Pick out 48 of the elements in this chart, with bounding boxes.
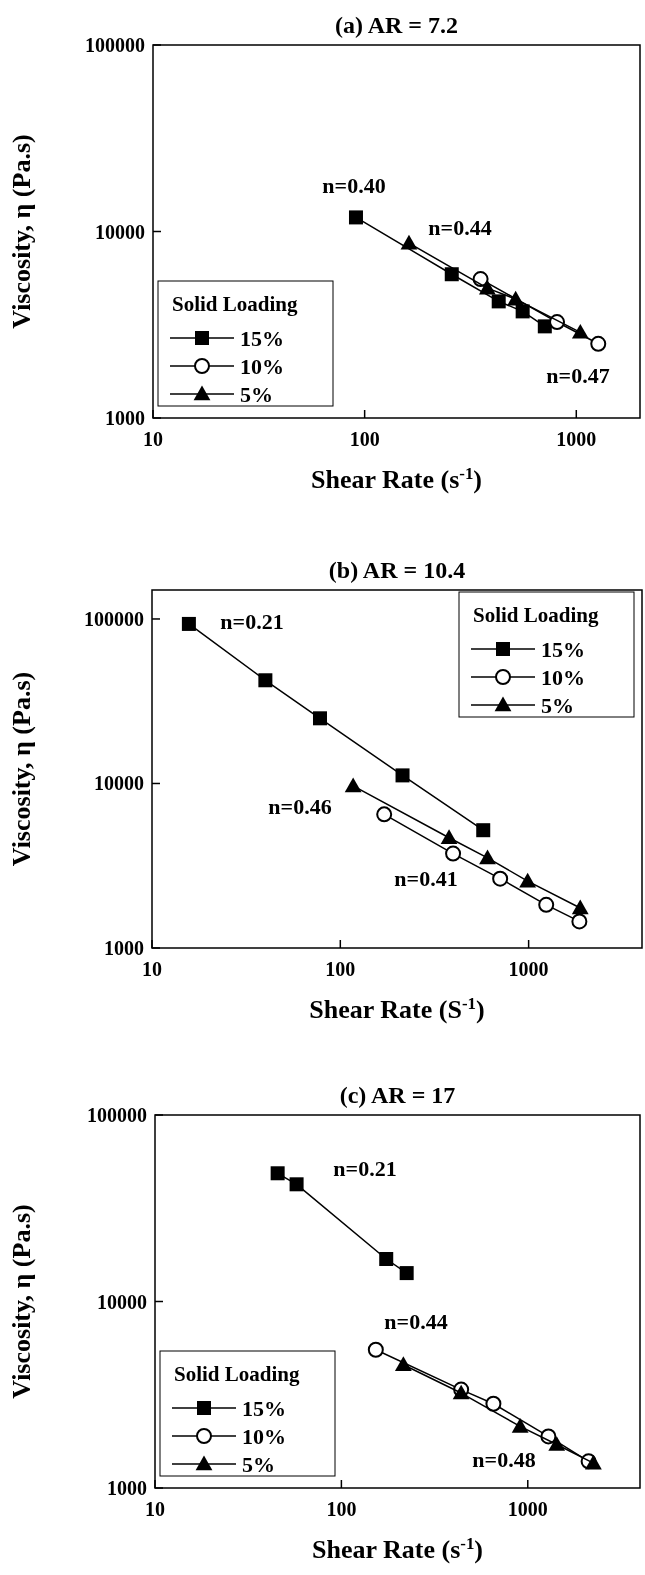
legend-label: 5%	[242, 1452, 275, 1477]
y-tick-label: 1000	[107, 1477, 147, 1499]
legend-title: Solid Loading	[172, 292, 298, 316]
x-tick-label: 1000	[507, 1498, 548, 1520]
legend-label: 10%	[240, 354, 284, 379]
annotation: n=0.21	[220, 609, 284, 634]
x-tick-label: 1000	[508, 958, 549, 980]
y-tick-label: 1000	[104, 937, 144, 959]
y-tick-label: 100000	[84, 607, 144, 630]
legend-label: 15%	[541, 637, 585, 662]
x-axis-title: Shear Rate (S$^{-1}$)	[309, 993, 485, 1024]
annotation: n=0.46	[268, 794, 332, 819]
x-tick-label: 1000	[556, 428, 597, 450]
legend-title: Solid Loading	[473, 603, 599, 627]
legend-title: Solid Loading	[174, 1362, 300, 1386]
y-tick-label: 100000	[87, 1104, 147, 1126]
x-tick-label: 100	[325, 958, 356, 980]
y-tick-label: 100000	[85, 34, 145, 56]
x-tick-label: 10	[142, 958, 162, 980]
y-tick-label: 10000	[95, 220, 145, 243]
x-tick-label: 10	[145, 1498, 165, 1520]
y-tick-label: 1000	[105, 407, 145, 429]
chart-title: (a) AR = 7.2	[335, 12, 458, 38]
legend-label: 15%	[242, 1396, 286, 1421]
y-axis-title: Viscosity, η (Pa.s)	[7, 1204, 36, 1399]
annotation: n=0.44	[384, 1309, 448, 1334]
chart-title: (b) AR = 10.4	[328, 557, 466, 583]
legend-label: 5%	[541, 693, 574, 718]
legend-label: 5%	[240, 382, 273, 407]
x-axis-title: Shear Rate (s$^{-1}$)	[311, 1533, 484, 1564]
legend-label: 10%	[242, 1424, 286, 1449]
y-axis-title: Viscosity, η (Pa.s)	[7, 671, 36, 867]
annotation: n=0.41	[394, 866, 458, 891]
annotation: n=0.47	[546, 363, 610, 388]
chart-title: (c) AR = 17	[339, 1082, 456, 1108]
annotation: n=0.44	[428, 215, 492, 240]
y-axis-title: Viscosity, η (Pa.s)	[7, 134, 36, 329]
annotation: n=0.48	[472, 1447, 536, 1472]
annotation: n=0.40	[322, 173, 386, 198]
y-tick-label: 10000	[94, 772, 144, 795]
x-axis-title: Shear Rate (s$^{-1}$)	[310, 463, 483, 494]
annotation: n=0.21	[333, 1156, 397, 1181]
y-tick-label: 10000	[97, 1290, 147, 1313]
x-tick-label: 10	[143, 428, 163, 450]
legend-label: 15%	[240, 326, 284, 351]
x-tick-label: 100	[326, 1498, 357, 1520]
legend-label: 10%	[541, 665, 585, 690]
x-tick-label: 100	[349, 428, 380, 450]
